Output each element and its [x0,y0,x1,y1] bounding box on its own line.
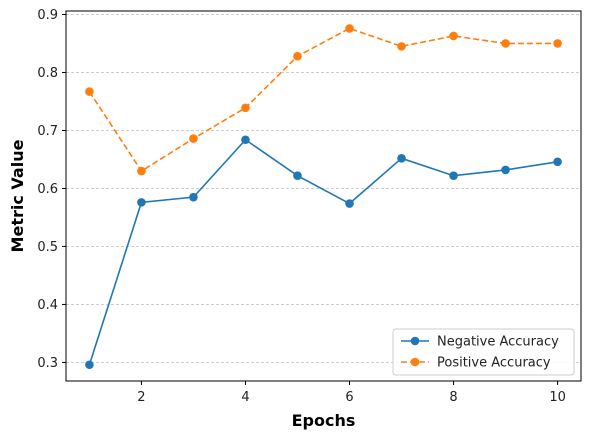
x-tick-label: 6 [345,390,353,405]
data-point [397,154,406,163]
legend-box [392,328,575,376]
x-tick-label: 8 [449,390,457,405]
data-point [449,31,458,41]
x-axis-title: Epochs [292,411,356,430]
data-point [189,192,198,202]
legend-label: Positive Accuracy [437,356,551,371]
legend-label: Negative Accuracy [437,335,559,350]
data-point [553,157,562,167]
plot-area-frame [65,10,582,382]
data-point [189,134,198,143]
data-point [137,198,146,207]
data-point [85,360,94,370]
data-point [345,24,354,33]
series-group [85,135,562,370]
data-point [345,199,354,208]
y-tick-label: 0.4 [37,298,58,313]
y-tick-label: 0.6 [37,182,58,197]
y-axis-title: Metric Value [8,139,27,252]
legend-marker [410,357,420,367]
data-point [501,165,510,175]
y-tick-label: 0.5 [37,240,58,255]
data-point [137,166,146,176]
legend-item: Negative Accuracy [401,335,559,350]
data-point [241,135,250,145]
x-tick-label: 4 [241,390,249,405]
data-point [293,171,302,181]
data-point [397,42,406,51]
data-point [501,39,510,48]
y-tick-label: 0.3 [37,356,58,371]
legend-item: Positive Accuracy [401,356,551,371]
legend-marker [410,336,420,346]
data-point [553,39,562,48]
y-tick-label: 0.8 [37,66,58,81]
data-point [85,87,94,96]
data-point [241,103,250,113]
y-tick-label: 0.9 [37,8,58,23]
grid-lines [66,14,581,363]
series-line [88,27,558,173]
axis-ticks: 0.3 0.4 0.5 0.6 0.7 0.8 0.9 2 4 6 8 10 [37,8,566,405]
y-tick-label: 0.7 [37,124,58,139]
data-point [293,51,302,61]
x-tick-label: 10 [549,390,566,405]
x-tick-label: 2 [137,390,145,405]
series-line [88,138,558,366]
plot-series [85,24,562,370]
series-group [85,24,562,176]
data-point [449,171,458,181]
legend: Negative Accuracy Positive Accuracy [392,328,575,376]
